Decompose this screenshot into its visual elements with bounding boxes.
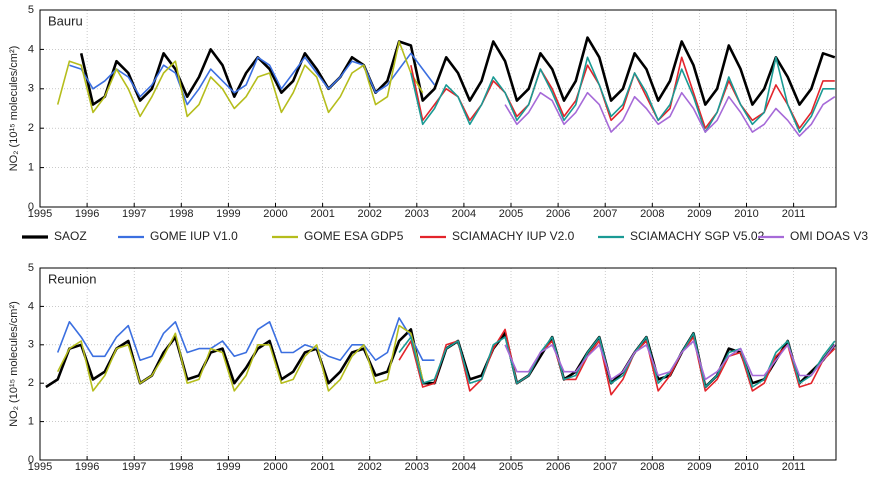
y-tick-label: 4: [28, 43, 34, 55]
data-line: [398, 332, 836, 388]
x-tick-label: 2010: [734, 461, 758, 473]
x-tick-label: 2005: [499, 461, 523, 473]
legend-label: GOME IUP V1.0: [150, 229, 238, 243]
y-tick-label: 3: [28, 83, 34, 95]
y-tick-label: 3: [28, 339, 34, 351]
x-tick-label: 2004: [452, 461, 476, 473]
data-line: [56, 324, 424, 392]
x-tick-label: 1999: [216, 461, 240, 473]
legend-label: SCIAMACHY SGP V5.02: [630, 229, 765, 243]
data-line: [504, 340, 836, 381]
y-tick-label: 2: [28, 377, 34, 389]
plot-frame: [39, 9, 837, 208]
x-tick-label: 2003: [405, 208, 429, 220]
x-tick-label: 1995: [28, 461, 52, 473]
data-line: [398, 328, 836, 396]
x-tick-label: 2010: [734, 208, 758, 220]
y-axis-label: NO₂ (10¹⁵ molecules/cm²): [8, 46, 20, 172]
x-tick-label: 2007: [593, 461, 617, 473]
x-tick-label: 2007: [593, 208, 617, 220]
x-tick-label: 2001: [310, 461, 334, 473]
x-tick-label: 1999: [216, 208, 240, 220]
x-tick-label: 1996: [75, 208, 99, 220]
x-tick-label: 1997: [122, 461, 146, 473]
y-tick-label: 4: [28, 300, 34, 312]
x-tick-label: 2004: [452, 208, 476, 220]
x-tick-label: 2003: [405, 461, 429, 473]
x-tick-label: 2011: [782, 208, 806, 220]
y-axis-label: NO₂ (10¹⁵ molecules/cm²): [8, 301, 20, 427]
x-tick-label: 2009: [687, 208, 711, 220]
legend-label: SAOZ: [54, 229, 87, 243]
legend-label: OMI DOAS V3: [790, 229, 868, 243]
y-tick-label: 1: [28, 162, 34, 174]
plot-frame: [39, 267, 837, 461]
legend-label: GOME ESA GDP5: [304, 229, 404, 243]
x-tick-label: 1997: [122, 208, 146, 220]
y-tick-label: 0: [28, 201, 34, 213]
panel-label: Reunion: [48, 271, 96, 286]
legend-label: SCIAMACHY IUP V2.0: [452, 229, 575, 243]
x-tick-label: 2011: [782, 461, 806, 473]
x-tick-label: 2005: [499, 208, 523, 220]
x-tick-label: 1998: [169, 461, 193, 473]
x-tick-label: 1996: [75, 461, 99, 473]
x-tick-label: 2006: [546, 461, 570, 473]
x-tick-label: 2002: [357, 461, 381, 473]
x-tick-label: 2001: [310, 208, 334, 220]
data-line: [410, 56, 835, 133]
x-tick-label: 2000: [263, 461, 287, 473]
y-tick-label: 0: [28, 454, 34, 466]
x-tick-label: 2000: [263, 208, 287, 220]
data-line: [45, 328, 836, 389]
y-tick-label: 5: [28, 4, 34, 16]
data-line: [504, 91, 836, 137]
panel-label: Bauru: [48, 13, 83, 28]
data-line: [79, 36, 836, 106]
data-line: [56, 317, 435, 361]
data-line: [56, 40, 424, 118]
x-tick-label: 2009: [687, 461, 711, 473]
x-tick-label: 1995: [28, 208, 52, 220]
y-tick-label: 1: [28, 416, 34, 428]
y-tick-label: 2: [28, 122, 34, 134]
x-tick-label: 1998: [169, 208, 193, 220]
x-tick-label: 2002: [357, 208, 381, 220]
x-tick-label: 2006: [546, 208, 570, 220]
data-line: [69, 52, 436, 106]
x-tick-label: 2008: [640, 208, 664, 220]
y-tick-label: 5: [28, 262, 34, 274]
x-tick-label: 2008: [640, 461, 664, 473]
